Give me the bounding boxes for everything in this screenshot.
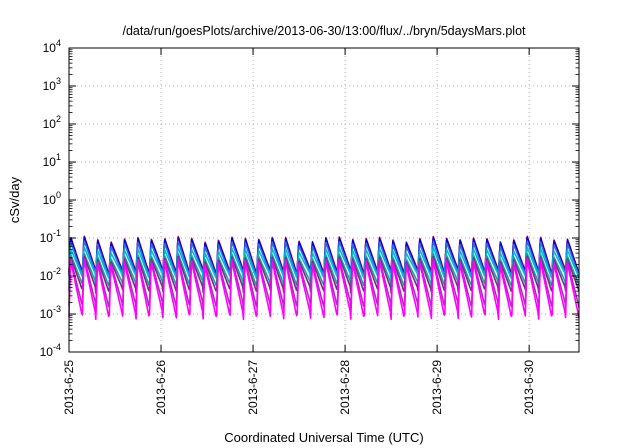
y-tick-label: 102: [43, 114, 61, 131]
y-tick-label: 100: [43, 190, 61, 207]
y-tick-label: 103: [43, 76, 61, 93]
y-tick-label: 10-2: [40, 266, 61, 283]
series-line: [68, 259, 580, 321]
x-tick-label: 2013-6-29: [430, 360, 444, 415]
y-tick-label: 10-3: [40, 304, 61, 321]
x-tick-label: 2013-6-27: [246, 360, 260, 415]
x-tick-labels: 2013-6-25 2013-6-26 2013-6-27 2013-6-28 2013…: [62, 360, 536, 415]
x-tick-label: 2013-6-30: [522, 360, 536, 415]
chart-title: /data/run/goesPlots/archive/2013-06-30/1…: [122, 24, 526, 38]
x-axis-title: Coordinated Universal Time (UTC): [224, 430, 423, 445]
y-tick-label: 10-1: [40, 228, 61, 245]
y-tick-label: 104: [43, 38, 61, 55]
x-tick-label: 2013-6-26: [154, 360, 168, 415]
y-tick-label: 101: [43, 152, 61, 169]
y-axis-title: cSv/day: [7, 176, 22, 223]
series-lines: [68, 235, 580, 321]
y-tick-label: 10-4: [40, 342, 61, 359]
x-tick-label: 2013-6-25: [62, 360, 76, 415]
axis-ticks: [68, 47, 579, 353]
x-tick-label: 2013-6-28: [338, 360, 352, 415]
y-tick-labels: 10-4 10-3 10-2 10-1 100 101 102 103 104: [40, 38, 61, 359]
